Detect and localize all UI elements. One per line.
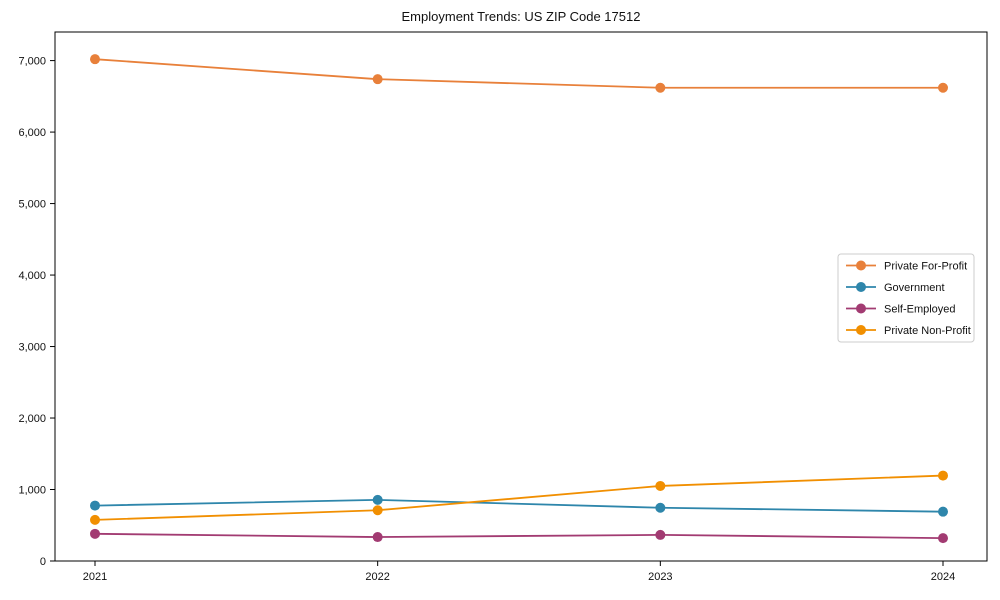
data-point — [655, 82, 666, 93]
x-axis-tick-label: 2024 — [931, 571, 955, 583]
data-point — [372, 505, 383, 516]
x-axis-tick-label: 2023 — [648, 571, 672, 583]
y-axis-tick-label: 0 — [40, 556, 46, 568]
plot-border — [54, 31, 988, 562]
legend: Private For-Profit Government Self-Employe… — [837, 253, 975, 343]
data-point — [90, 514, 100, 525]
data-point — [90, 528, 100, 539]
data-point — [655, 502, 666, 513]
series-line-self-employed — [94, 532, 944, 540]
y-axis-tick-label: 6,000 — [18, 127, 46, 139]
legend-marker-dot — [856, 325, 866, 335]
legend-item: Government — [846, 282, 945, 294]
series-line-private-non-profit — [94, 474, 944, 521]
y-axis-tick-label: 4,000 — [18, 270, 46, 282]
y-axis-tick-label: 2,000 — [18, 413, 46, 425]
axis-ticks: 0 1,000 2,000 3,000 4,000 5,000 6,000 7,000 2021… — [18, 56, 955, 583]
series-lines — [90, 54, 948, 544]
data-point — [90, 500, 100, 511]
series-line-government — [94, 498, 944, 513]
legend-label: Government — [884, 282, 945, 294]
data-point — [372, 74, 383, 85]
data-point — [938, 506, 948, 517]
legend-item: Self-Employed — [846, 303, 956, 316]
data-point — [372, 494, 383, 505]
x-axis-tick-label: 2021 — [83, 571, 107, 583]
data-point — [655, 480, 666, 491]
data-point — [938, 82, 948, 93]
legend-marker-dot — [856, 282, 866, 292]
data-point — [372, 532, 383, 543]
data-point — [90, 54, 100, 65]
y-axis-tick-label: 5,000 — [18, 199, 46, 211]
legend-marker-dot — [856, 303, 866, 314]
data-point — [655, 529, 666, 540]
legend-marker-dot — [856, 260, 866, 271]
y-axis-tick-label: 1,000 — [18, 485, 46, 497]
series-line-private-for-profit — [94, 58, 943, 89]
y-axis-tick-label: 3,000 — [18, 342, 46, 354]
legend-label: Self-Employed — [884, 304, 956, 316]
chart-title: Employment Trends: US ZIP Code 17512 — [402, 9, 641, 24]
legend-label: Private For-Profit — [884, 261, 967, 273]
legend-item: Private Non-Profit — [846, 325, 971, 337]
legend-label: Private Non-Profit — [884, 325, 971, 337]
legend-item: Private For-Profit — [846, 260, 967, 273]
legend-box — [837, 253, 975, 343]
data-point — [938, 533, 948, 544]
y-axis-tick-label: 7,000 — [18, 56, 46, 68]
x-axis-tick-label: 2022 — [365, 571, 389, 583]
data-point — [938, 470, 948, 481]
